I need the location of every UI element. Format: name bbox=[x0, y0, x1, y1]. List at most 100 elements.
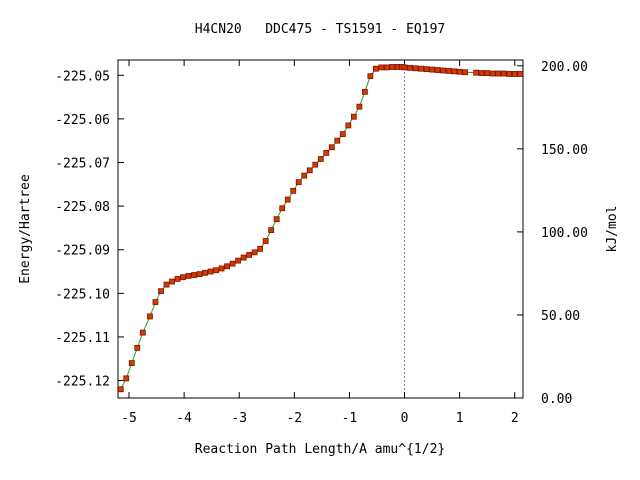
data-point bbox=[163, 281, 170, 288]
data-point bbox=[218, 265, 225, 272]
y-tick-label: -225.12 bbox=[55, 375, 110, 390]
data-point bbox=[290, 187, 297, 194]
data-point bbox=[301, 172, 308, 179]
data-point bbox=[323, 149, 330, 156]
data-point bbox=[500, 70, 507, 77]
data-point bbox=[339, 131, 346, 138]
plot-area-frame bbox=[117, 59, 524, 399]
data-point bbox=[389, 64, 396, 70]
x-axis-ticks: -5 -4 -3 -2 -1 0 1 2 bbox=[121, 60, 519, 426]
data-point bbox=[462, 69, 469, 76]
y2-tick-label: 200.00 bbox=[541, 60, 588, 75]
data-point bbox=[478, 70, 485, 76]
data-point bbox=[350, 113, 357, 120]
data-point bbox=[312, 161, 319, 168]
series-markers bbox=[117, 64, 524, 393]
data-point bbox=[229, 260, 236, 267]
x-tick-label: 1 bbox=[456, 411, 464, 426]
data-point bbox=[134, 344, 141, 351]
data-point bbox=[158, 288, 164, 295]
data-point bbox=[117, 386, 124, 393]
data-point bbox=[174, 276, 181, 282]
data-point bbox=[367, 73, 374, 80]
data-point bbox=[180, 274, 186, 281]
x-axis-label: Reaction Path Length/A amu^{1/2} bbox=[195, 442, 445, 457]
data-point bbox=[383, 64, 390, 71]
data-point bbox=[213, 267, 219, 274]
x-tick-label: 0 bbox=[401, 411, 409, 426]
data-point bbox=[473, 69, 480, 76]
data-point bbox=[139, 329, 146, 336]
x-tick-label: -4 bbox=[176, 411, 192, 426]
data-point bbox=[147, 313, 153, 320]
data-point bbox=[317, 156, 324, 162]
chart-title: H4CN20 DDC475 - TS1591 - EQ197 bbox=[195, 22, 445, 37]
y2-axis-ticks: 0.00 50.00 100.00 150.00 200.00 bbox=[517, 60, 588, 407]
y2-tick-label: 50.00 bbox=[541, 309, 580, 324]
data-point bbox=[451, 68, 458, 75]
data-point bbox=[495, 70, 502, 77]
data-point bbox=[328, 144, 335, 151]
data-point bbox=[306, 167, 313, 174]
x-tick-label: -2 bbox=[286, 411, 302, 426]
data-point bbox=[202, 269, 208, 276]
data-point bbox=[378, 64, 385, 71]
y-axis-label: Energy/Hartree bbox=[18, 174, 33, 284]
x-tick-label: -3 bbox=[231, 411, 247, 426]
y-tick-label: -225.06 bbox=[55, 113, 110, 128]
y-tick-label: -225.08 bbox=[55, 200, 110, 215]
data-point bbox=[445, 68, 452, 74]
y-tick-label: -225.07 bbox=[55, 156, 110, 171]
series-line bbox=[120, 66, 521, 390]
data-point bbox=[196, 271, 203, 278]
data-point bbox=[517, 71, 524, 77]
data-point bbox=[407, 64, 413, 71]
y-tick-label: -225.10 bbox=[55, 287, 110, 302]
data-point bbox=[372, 65, 379, 72]
data-point bbox=[418, 65, 424, 72]
data-point bbox=[273, 216, 280, 223]
data-point bbox=[345, 122, 352, 129]
data-point bbox=[295, 179, 302, 186]
data-point bbox=[235, 257, 242, 264]
data-point bbox=[506, 71, 513, 77]
data-point bbox=[423, 66, 430, 73]
y2-tick-label: 150.00 bbox=[541, 143, 588, 158]
y-tick-label: -225.09 bbox=[55, 244, 110, 259]
data-point bbox=[511, 71, 518, 77]
data-point bbox=[412, 65, 419, 72]
data-point bbox=[356, 103, 363, 110]
data-point bbox=[401, 64, 408, 71]
data-point bbox=[152, 299, 159, 305]
data-point bbox=[128, 360, 135, 367]
data-point bbox=[334, 137, 341, 144]
x-tick-label: 2 bbox=[511, 411, 519, 426]
x-tick-label: -1 bbox=[342, 411, 358, 426]
y-tick-label: -225.05 bbox=[55, 69, 110, 84]
data-point bbox=[434, 67, 441, 73]
data-point bbox=[279, 205, 286, 212]
data-point bbox=[489, 70, 496, 77]
data-point bbox=[429, 66, 435, 73]
y2-tick-label: 100.00 bbox=[541, 226, 588, 241]
data-point bbox=[246, 252, 253, 258]
y2-axis-label: kJ/mol bbox=[605, 206, 620, 253]
data-point bbox=[185, 272, 192, 279]
data-point bbox=[191, 272, 197, 278]
data-point bbox=[440, 67, 447, 74]
data-point bbox=[251, 249, 258, 256]
data-point bbox=[262, 238, 269, 244]
data-point bbox=[257, 245, 264, 252]
y2-tick-label: 0.00 bbox=[541, 392, 572, 407]
y-axis-ticks: -225.05 -225.06 -225.07 -225.08 -225.09 -225.… bbox=[55, 69, 124, 390]
data-point bbox=[361, 88, 368, 95]
y-tick-label: -225.11 bbox=[55, 331, 110, 346]
data-point bbox=[169, 278, 175, 285]
data-point bbox=[123, 375, 130, 382]
data-point bbox=[484, 70, 491, 76]
data-point bbox=[268, 227, 275, 233]
x-tick-label: -5 bbox=[121, 411, 137, 426]
data-point bbox=[207, 268, 214, 275]
data-point bbox=[240, 254, 247, 261]
data-point bbox=[224, 263, 231, 270]
